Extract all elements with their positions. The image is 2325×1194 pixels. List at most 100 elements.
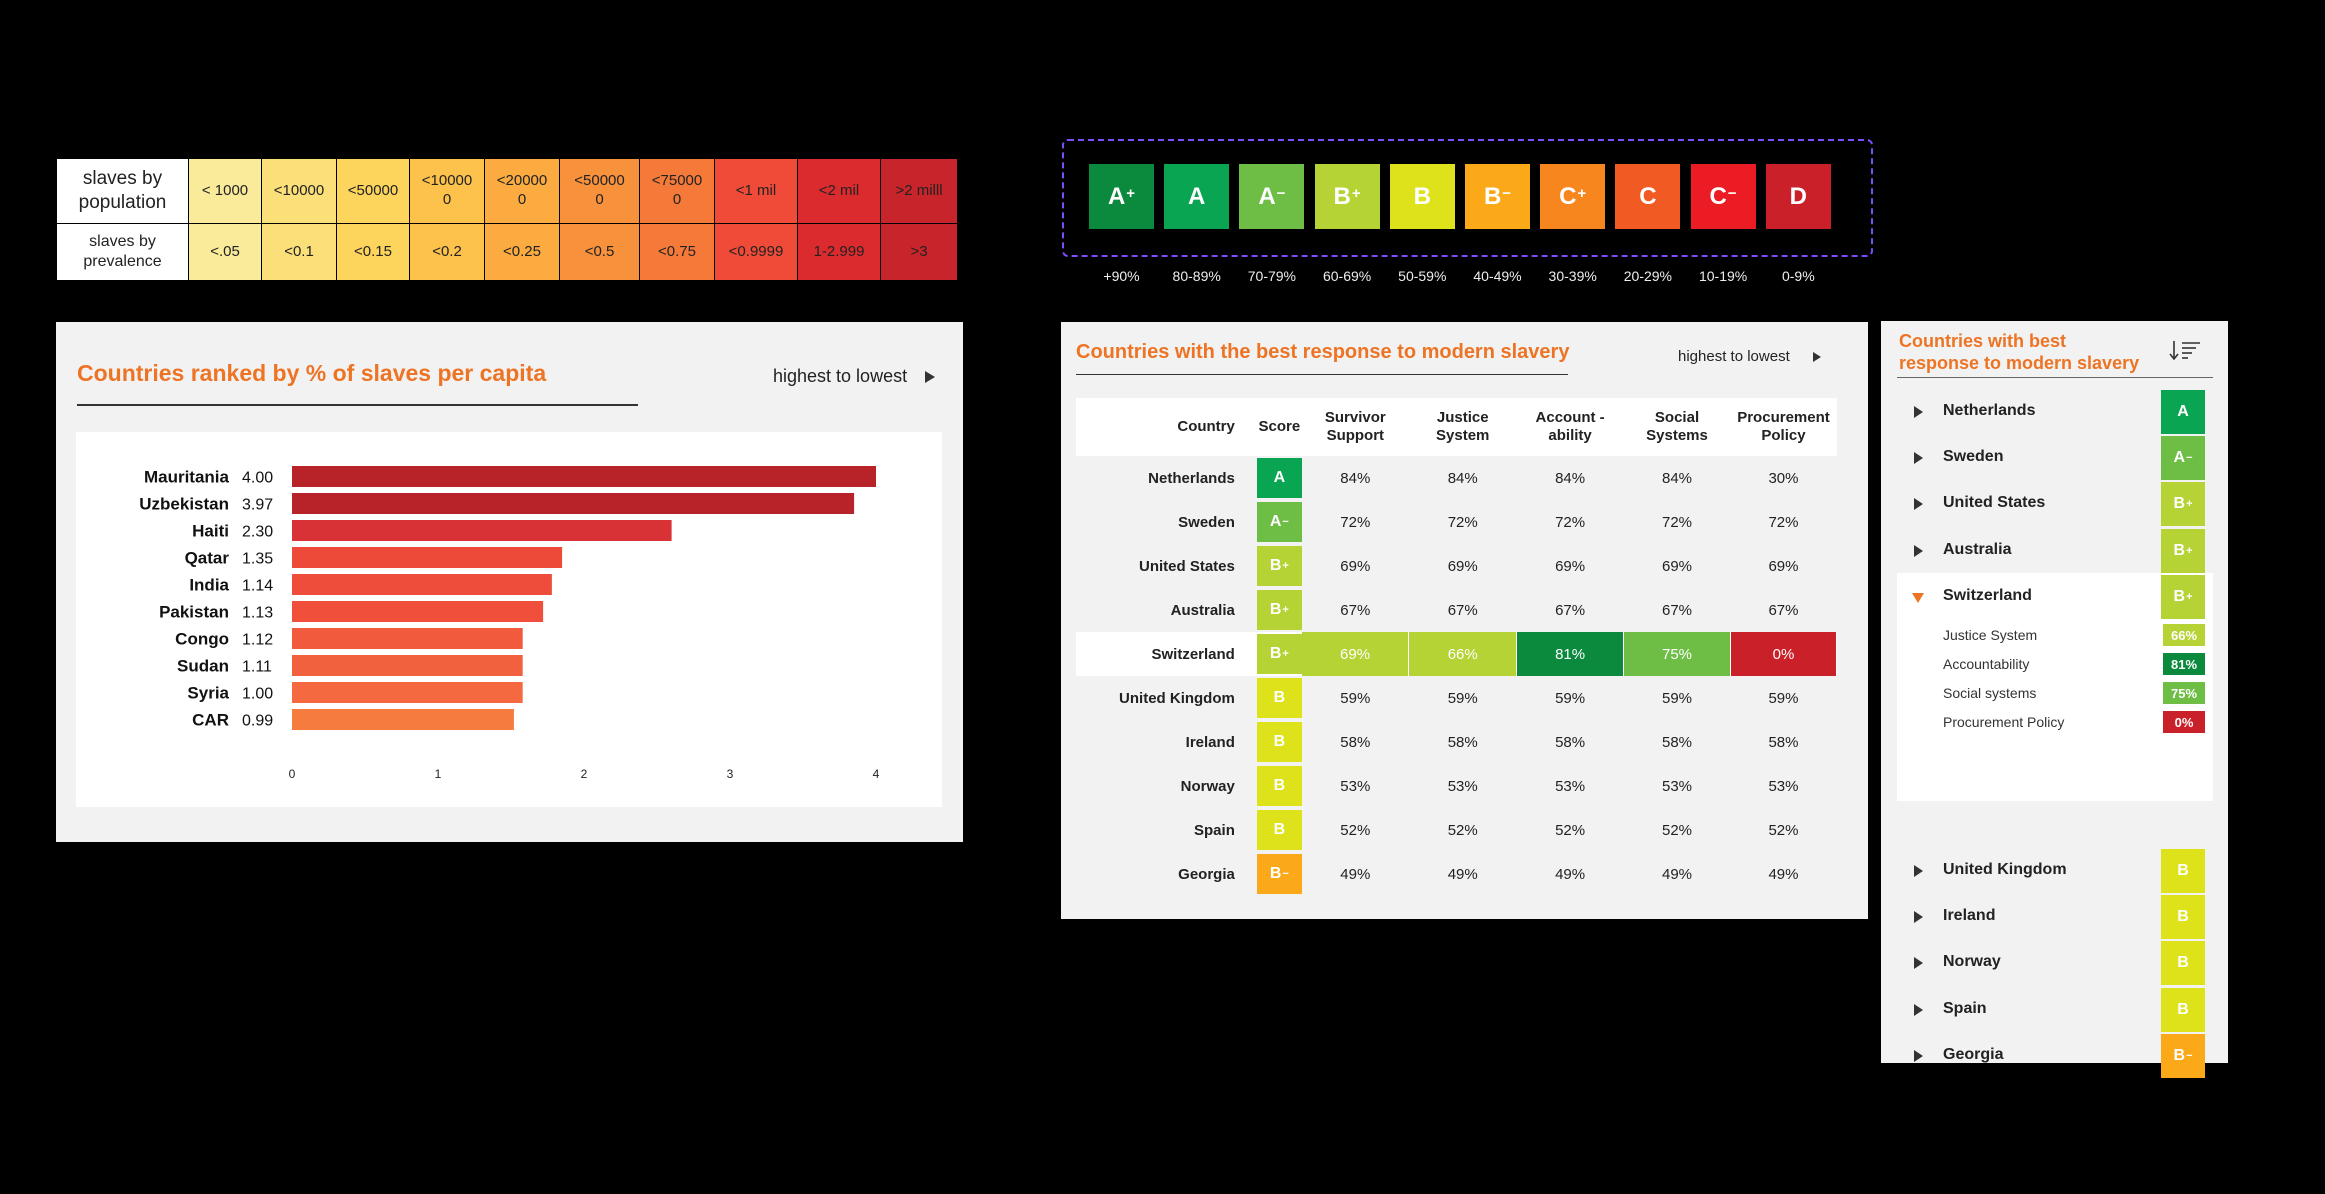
column-header[interactable]: Justice System	[1408, 398, 1517, 456]
caret-right-icon[interactable]	[1914, 865, 1923, 877]
table-row[interactable]: Sweden A − 72% 72% 72% 72% 72%	[1076, 500, 1837, 544]
table-row[interactable]: Netherlands A 84% 84% 84% 84% 30%	[1076, 456, 1837, 500]
score-cell: B +	[1256, 632, 1302, 676]
play-arrow-icon[interactable]	[1813, 352, 1821, 362]
metric-cell: 58%	[1447, 733, 1478, 751]
table-row[interactable]: Georgia B − 49% 49% 49% 49% 49%	[1076, 852, 1837, 896]
column-header[interactable]: Account -ability	[1516, 398, 1624, 456]
metric-cell: 53%	[1768, 777, 1799, 795]
score-cell: B −	[1256, 852, 1302, 896]
sort-order-toggle[interactable]: highest to lowest	[1678, 348, 1790, 365]
country-cell: United States	[1139, 557, 1235, 575]
score-badge: B	[1256, 766, 1302, 806]
caret-right-icon[interactable]	[1914, 452, 1923, 465]
list-item[interactable]: Sweden A −	[1897, 435, 2213, 481]
column-header[interactable]: Score	[1256, 398, 1302, 456]
country-cell: Spain	[1194, 821, 1235, 839]
caret-right-icon[interactable]	[1914, 406, 1923, 418]
list-item[interactable]: Georgia B −	[1897, 1033, 2213, 1079]
category-label: CAR	[192, 711, 229, 730]
list-item[interactable]: Ireland B	[1897, 894, 2213, 940]
list-item[interactable]: Australia B +	[1897, 528, 2213, 574]
panel-title: Countries with best response to modern s…	[1899, 331, 2140, 373]
list-item[interactable]: Spain B	[1897, 987, 2213, 1033]
category-label: Qatar	[185, 549, 230, 568]
grade-range-label: 30-39%	[1548, 268, 1597, 284]
value-label: 1.35	[242, 551, 273, 568]
category-label: Sudan	[177, 657, 229, 676]
detail-value-badge: 0%	[2163, 711, 2205, 733]
list-item[interactable]: Norway B	[1897, 940, 2213, 986]
legend-prevalence-cell: <0.5	[559, 223, 640, 281]
table-row[interactable]: United States B + 69% 69% 69% 69% 69%	[1076, 544, 1837, 588]
value-label: 1.12	[242, 632, 273, 649]
country-list-panel: Countries with best response to modern s…	[1881, 321, 2228, 1078]
metric-cell: 59%	[1662, 689, 1693, 707]
list-item[interactable]: United States B +	[1897, 481, 2213, 527]
detail-label: Social systems	[1943, 685, 2037, 701]
caret-right-icon[interactable]	[1914, 498, 1923, 511]
metric-cell: 53%	[1662, 777, 1693, 795]
list-item[interactable]: United Kingdom B	[1897, 848, 2213, 894]
country-cell: Norway	[1180, 777, 1235, 795]
metric-cell: 53%	[1340, 777, 1371, 795]
bar	[292, 493, 855, 514]
country-cell: Switzerland	[1076, 632, 1257, 676]
caret-right-icon[interactable]	[1914, 1049, 1923, 1062]
column-header[interactable]: Survivor Support	[1301, 398, 1409, 456]
sort-descending-icon[interactable]	[2169, 339, 2203, 361]
table-row[interactable]: United Kingdom B 59% 59% 59% 59% 59%	[1076, 676, 1837, 720]
metric-cell: 67%	[1340, 601, 1371, 619]
metric-cell: 72%	[1555, 513, 1586, 531]
column-header[interactable]: Country	[1076, 398, 1257, 456]
play-arrow-icon[interactable]	[925, 371, 935, 383]
grade-tile: B +	[1314, 164, 1380, 229]
list-item-country: Ireland	[1943, 907, 1996, 925]
caret-right-icon[interactable]	[1914, 911, 1923, 924]
bar-chart-area: Mauritania 4.00 Uzbekistan 3.97 Haiti 2.30 Qat…	[76, 432, 942, 807]
caret-right-icon[interactable]	[1914, 1003, 1923, 1016]
list-item-country: Georgia	[1943, 1045, 2004, 1063]
metric-cell: 59%	[1340, 689, 1371, 707]
table-row[interactable]: Spain B 52% 52% 52% 52% 52%	[1076, 808, 1837, 852]
list-item-country: Australia	[1943, 540, 2012, 558]
value-label: 1.00	[242, 686, 273, 703]
table-header-row: Country Score Survivor Support Justice Syst…	[1076, 398, 1837, 456]
grade-badge: B +	[2161, 482, 2205, 527]
table-row[interactable]: Ireland B 58% 58% 58% 58% 58%	[1076, 720, 1837, 764]
bar	[292, 547, 563, 568]
legend-prevalence-cell: <0.1	[261, 223, 337, 281]
table-row[interactable]: Switzerland B +69% 66% 81% 75% 0%	[1076, 632, 1838, 676]
prevalence-legend-table: slaves by population < 1000 <10000 <50000 <…	[56, 158, 958, 281]
category-label: India	[189, 576, 229, 595]
table-row[interactable]: Norway B 53% 53% 53% 53% 53%	[1076, 764, 1837, 808]
column-header[interactable]: Procurement Policy	[1730, 398, 1837, 456]
caret-right-icon[interactable]	[1914, 957, 1923, 970]
metric-cell: 69%	[1662, 557, 1693, 575]
sort-order-toggle[interactable]: highest to lowest	[773, 366, 908, 386]
grade-badge: B +	[2161, 574, 2205, 619]
table-row[interactable]: Australia B + 67% 67% 67% 67% 67%	[1076, 588, 1837, 632]
score-badge: B	[1256, 810, 1302, 850]
metric-cell: 58%	[1662, 733, 1693, 751]
legend-row-label: slaves by population	[56, 158, 189, 224]
country-cell: Georgia	[1178, 865, 1235, 883]
country-cell: Ireland	[1185, 733, 1235, 751]
list-item[interactable]: Netherlands A	[1897, 389, 2213, 435]
grade-badge: B	[2161, 941, 2205, 986]
detail-row: Social systems 75%	[1943, 680, 2205, 706]
x-tick-label: 1	[435, 767, 442, 781]
column-header[interactable]: Social Systems	[1623, 398, 1731, 456]
metric-cell: 69%	[1340, 557, 1371, 575]
legend-prevalence-cell: 1-2.999	[797, 223, 881, 281]
caret-down-icon[interactable]	[1912, 592, 1924, 603]
metric-cell: 72%	[1662, 513, 1693, 531]
bar	[292, 466, 876, 487]
list-item[interactable]: Switzerland B +	[1897, 573, 2213, 620]
legend-population-cell: <50000 0	[559, 158, 640, 224]
title-divider	[77, 404, 638, 406]
caret-right-icon[interactable]	[1914, 544, 1923, 557]
score-cell: B	[1256, 720, 1302, 764]
title-divider	[1897, 377, 2213, 378]
metric-cell: 52%	[1340, 821, 1371, 839]
